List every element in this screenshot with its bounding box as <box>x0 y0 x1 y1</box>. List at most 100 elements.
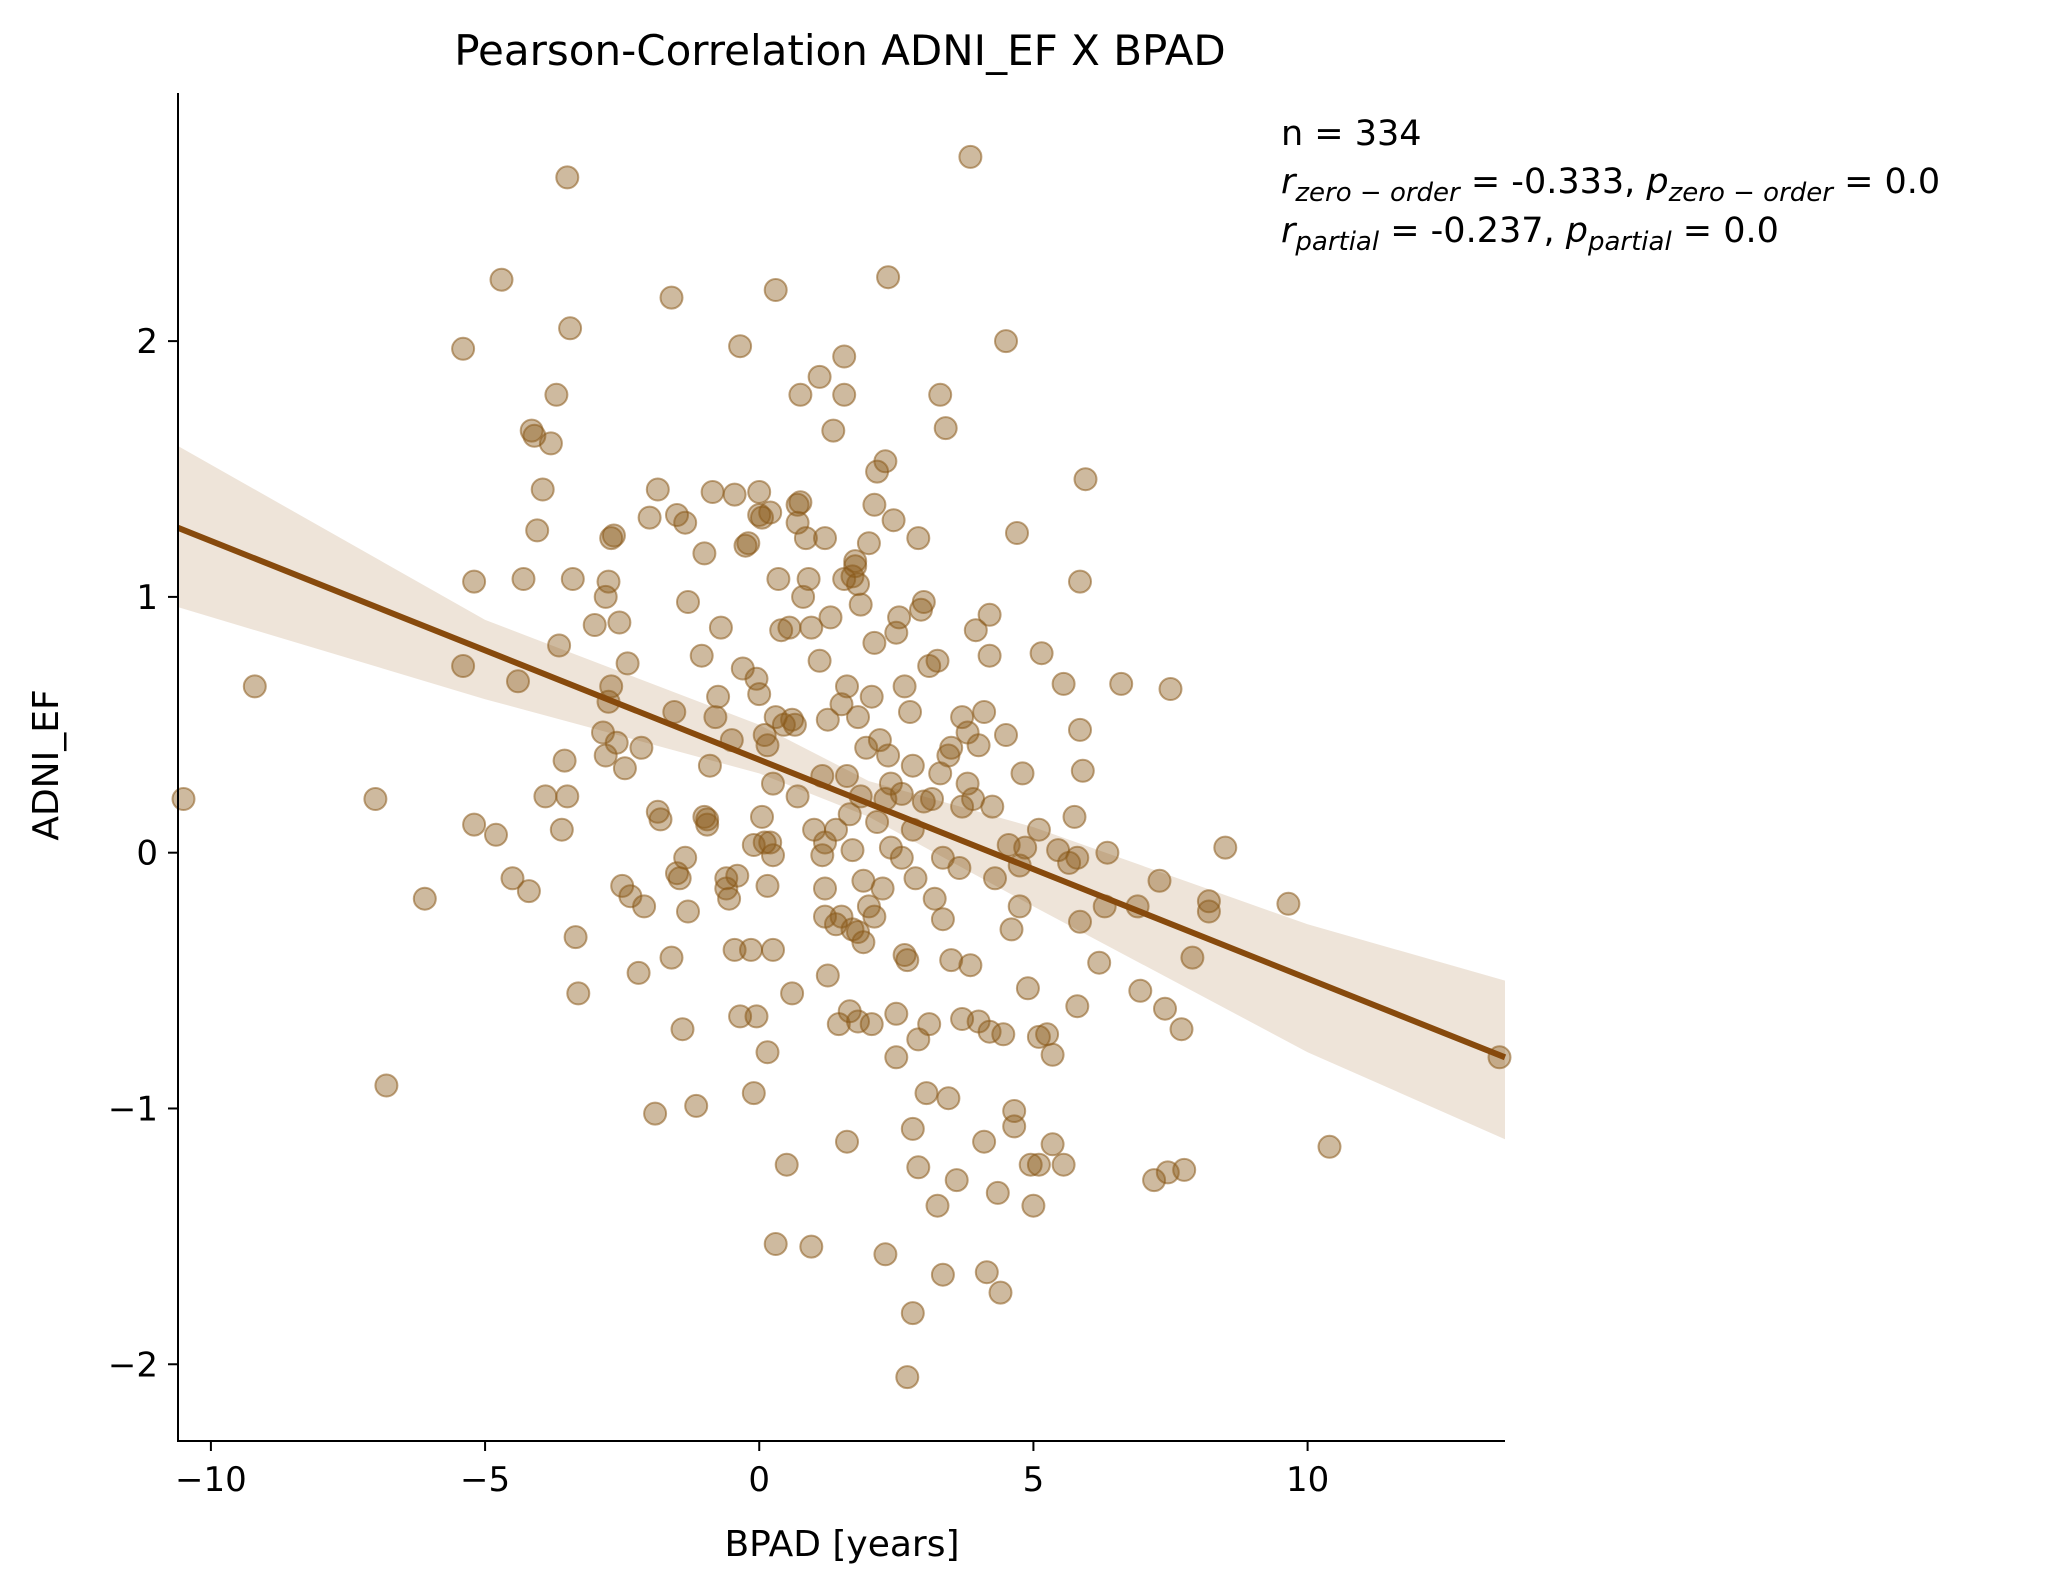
data-point <box>862 630 887 655</box>
regression-line <box>176 525 1507 1061</box>
data-point <box>615 651 640 676</box>
data-point <box>462 812 487 837</box>
data-point <box>846 572 870 597</box>
data-point <box>865 810 890 834</box>
data-point <box>782 712 807 737</box>
data-point <box>906 526 931 551</box>
data-point <box>601 523 626 548</box>
partial-r-symbol: r <box>1281 211 1298 251</box>
data-point <box>1213 835 1238 860</box>
data-point <box>818 605 843 630</box>
data-point <box>645 477 670 502</box>
data-point <box>1065 994 1090 1019</box>
data-point <box>599 674 624 699</box>
data-point <box>1010 761 1035 786</box>
data-point <box>1021 1193 1046 1218</box>
partial-r-value: = -0.237, <box>1379 211 1566 251</box>
data-point <box>925 648 950 673</box>
data-point <box>859 684 884 709</box>
data-point <box>966 733 991 758</box>
x-tick-label: −10 <box>175 1460 247 1500</box>
data-point <box>933 416 958 441</box>
stats-annotation: n = 334 rzero − order = -0.333, pzero − … <box>1281 114 1940 257</box>
data-point <box>1196 899 1221 924</box>
data-point <box>994 329 1018 354</box>
data-point <box>708 615 733 640</box>
data-point <box>563 925 588 950</box>
data-point <box>673 845 698 870</box>
data-point <box>1180 945 1205 970</box>
data-point <box>974 1260 999 1285</box>
data-point <box>689 643 714 668</box>
data-point <box>972 1129 997 1154</box>
data-point <box>777 615 802 640</box>
data-point <box>796 567 821 591</box>
chart-title: Pearson-Correlation ADNI_EF X BPAD <box>454 26 1226 75</box>
data-point <box>925 1193 950 1218</box>
data-point <box>958 953 983 978</box>
data-point <box>813 526 837 551</box>
data-point <box>900 1116 925 1141</box>
data-point <box>950 705 975 730</box>
data-point <box>1007 894 1032 919</box>
data-point <box>837 802 862 827</box>
data-point <box>511 567 536 591</box>
data-point <box>462 569 487 594</box>
data-point <box>744 1004 769 1029</box>
data-point <box>900 753 925 778</box>
annotation-partial: rpartial = -0.237, ppartial = 0.0 <box>1281 211 1779 257</box>
data-point <box>1317 1134 1342 1159</box>
partial-r-subscript: partial <box>1294 227 1379 257</box>
data-point <box>761 843 785 868</box>
data-point <box>741 1081 766 1106</box>
data-point <box>793 526 818 551</box>
data-point <box>728 1004 753 1029</box>
data-point <box>451 654 476 678</box>
data-point <box>703 705 728 730</box>
data-point <box>1062 804 1087 829</box>
data-point <box>799 1234 824 1259</box>
x-tick-label: −5 <box>460 1460 510 1500</box>
data-point <box>988 1280 1013 1305</box>
data-point <box>930 1262 955 1287</box>
data-point <box>643 1101 668 1126</box>
data-point <box>582 613 607 637</box>
data-point <box>791 584 816 609</box>
partial-p-subscript: partial <box>1587 227 1672 257</box>
zero-r-subscript: zero − order <box>1294 178 1462 208</box>
y-axis-label: ADNI_EF <box>26 689 67 840</box>
data-point <box>755 1040 780 1065</box>
data-point <box>637 505 662 530</box>
data-point <box>963 618 988 643</box>
x-axis-label: BPAD [years] <box>724 1524 959 1565</box>
data-point <box>846 705 870 730</box>
data-point <box>939 948 964 973</box>
data-point <box>1276 891 1301 916</box>
data-point <box>851 930 876 955</box>
data-point <box>873 1242 898 1267</box>
data-point <box>629 735 654 760</box>
data-point <box>930 907 955 932</box>
data-point <box>887 605 912 630</box>
y-ticks: −2 −1 0 1 2 <box>108 322 178 1385</box>
data-point <box>922 886 947 911</box>
data-point <box>947 856 972 880</box>
data-point <box>1147 868 1172 893</box>
y-tick-label: −1 <box>108 1089 158 1129</box>
data-point <box>1073 467 1098 492</box>
x-tick-label: 0 <box>748 1460 770 1500</box>
x-tick-label: 5 <box>1023 1460 1045 1500</box>
data-point <box>911 590 936 614</box>
data-point <box>884 1045 909 1070</box>
data-point <box>889 845 914 870</box>
annotation-n: n = 334 <box>1281 114 1422 154</box>
data-point <box>821 418 846 443</box>
data-point <box>983 866 1007 891</box>
data-point <box>980 794 1005 819</box>
zero-r-symbol: r <box>1281 162 1298 202</box>
data-point <box>994 723 1018 747</box>
data-point <box>944 1168 969 1193</box>
data-point <box>807 648 832 673</box>
data-point <box>659 285 684 310</box>
